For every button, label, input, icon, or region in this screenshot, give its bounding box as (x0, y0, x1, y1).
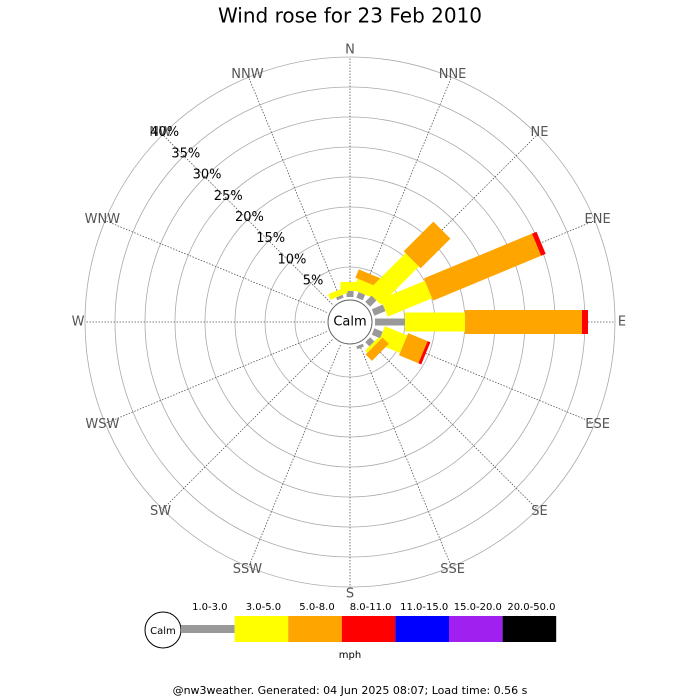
legend-swatch (395, 616, 449, 642)
bar-segment (582, 310, 588, 334)
ring-label: 40% (150, 125, 179, 140)
legend-label: 5.0-8.0 (299, 602, 334, 613)
bar-segment (356, 343, 364, 350)
spoke (359, 344, 452, 567)
ring-label: 25% (214, 189, 243, 204)
direction-label: WNW (85, 212, 121, 227)
bar-segment (371, 304, 386, 316)
bar-segment (367, 253, 419, 305)
ring-label: 15% (256, 231, 285, 246)
bar-segment (365, 337, 375, 347)
ring-label: 5% (303, 274, 324, 289)
bar-segment (336, 294, 344, 301)
bar-segment (380, 280, 433, 317)
bar-segment (328, 287, 349, 300)
spoke (105, 331, 328, 424)
bar-segment (371, 328, 383, 339)
spoke (162, 134, 333, 305)
direction-label: NNE (439, 67, 467, 82)
ring-label: 35% (171, 146, 200, 161)
direction-label: SSW (233, 562, 263, 577)
calm-label: Calm (333, 315, 366, 330)
spoke (367, 339, 538, 510)
legend-calm-label: Calm (150, 626, 176, 637)
bar-segment (399, 333, 428, 364)
bar-segment (356, 292, 366, 301)
legend-swatch (502, 616, 557, 642)
bar-segment (346, 291, 354, 297)
legend-label: 11.0-15.0 (400, 602, 448, 613)
legend-swatch (234, 616, 289, 642)
unit-label: mph (339, 650, 361, 661)
footer: @nw3weather. Generated: 04 Jun 2025 08:0… (173, 684, 528, 697)
bar-segment (365, 337, 389, 361)
legend-label: 1.0-3.0 (192, 602, 227, 613)
direction-label: NNW (231, 67, 263, 82)
direction-label: E (618, 315, 626, 330)
legend-label: 3.0-5.0 (246, 602, 281, 613)
direction-label: W (72, 315, 85, 330)
ring-label: 10% (277, 252, 306, 267)
direction-label: SE (531, 504, 547, 519)
spoke (359, 77, 452, 300)
bar-segment (375, 318, 405, 326)
spoke (162, 339, 333, 510)
spoke (248, 344, 341, 567)
calm-circle (327, 299, 373, 345)
chart-title: Wind rose for 23 Feb 2010 (218, 4, 482, 28)
legend-label: 20.0-50.0 (507, 602, 555, 613)
direction-label: SW (150, 504, 171, 519)
direction-label: N (345, 43, 355, 58)
bar-segment (532, 231, 546, 256)
bar-segment (423, 233, 542, 301)
bar-segment (403, 221, 451, 269)
bar-segment (405, 312, 465, 332)
bar-segment (365, 295, 377, 307)
direction-label: ESE (585, 417, 610, 432)
spoke (105, 220, 328, 313)
bar-segment (365, 337, 381, 353)
direction-label: ENE (585, 212, 611, 227)
direction-label: SSE (440, 562, 465, 577)
legend-label: 8.0-11.0 (350, 602, 392, 613)
direction-label: S (346, 587, 354, 602)
legend-label: 15.0-20.0 (454, 602, 502, 613)
bar-segment (418, 341, 431, 365)
ring-label: 20% (235, 210, 264, 225)
legend-swatch (288, 616, 342, 642)
spoke (248, 77, 341, 300)
legend-swatch (181, 625, 235, 633)
bar-segment (465, 310, 582, 334)
direction-label: NW (149, 125, 172, 140)
grid-ring (84, 56, 616, 588)
ring-label: 30% (193, 168, 222, 183)
bar-segment (355, 269, 381, 287)
direction-label: NE (531, 125, 549, 140)
legend-swatch (341, 616, 396, 642)
direction-label: WSW (85, 417, 119, 432)
legend-swatch (449, 616, 503, 642)
